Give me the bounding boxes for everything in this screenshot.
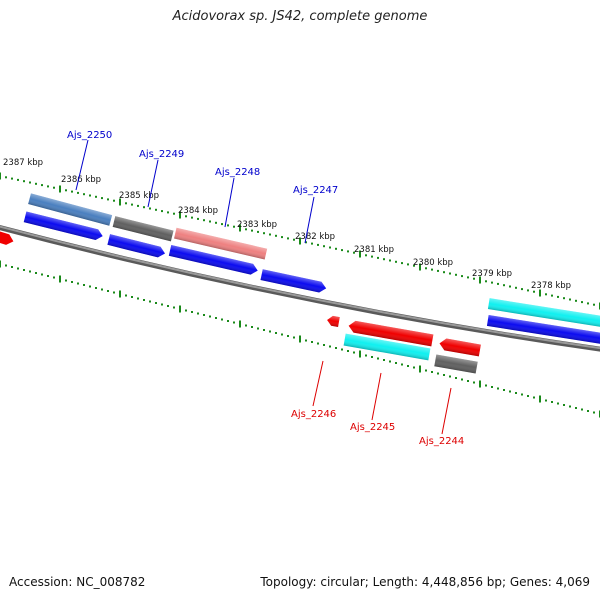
gene-ajs-2248[interactable] <box>174 227 268 260</box>
gene-arrow-forward[interactable] <box>486 315 600 345</box>
forward-gene-labels: Ajs_2250 Ajs_2249 Ajs_2248 Ajs_2247 <box>67 130 338 244</box>
outer-scale-ruler <box>0 172 600 310</box>
gene-ajs-2250[interactable] <box>28 193 113 226</box>
scale-label: 2380 kbp <box>413 258 453 268</box>
gene-label-ajs-2248: Ajs_2248 <box>215 167 260 178</box>
gene-ajs-2245[interactable] <box>343 333 431 361</box>
scale-labels: 2387 kbp 2386 kbp 2385 kbp 2384 kbp 2383… <box>3 158 571 291</box>
scale-label: 2384 kbp <box>178 206 218 216</box>
inner-scale-ruler <box>0 260 600 418</box>
gene-label-ajs-2249: Ajs_2249 <box>139 149 184 160</box>
genome-backbone <box>0 225 600 352</box>
gene-arrow-reverse[interactable] <box>348 320 434 347</box>
gene-arrow-reverse[interactable] <box>0 229 15 247</box>
scale-label: 2387 kbp <box>3 158 43 168</box>
gene-label-ajs-2244: Ajs_2244 <box>419 436 464 447</box>
gene-arrow-reverse[interactable] <box>438 337 481 357</box>
gene-label-ajs-2247: Ajs_2247 <box>293 185 338 196</box>
gene-arrow-forward[interactable] <box>23 211 104 241</box>
gene-arrow-forward[interactable] <box>168 245 259 276</box>
reverse-strand-genes <box>0 229 481 374</box>
genome-summary: Topology: circular; Length: 4,448,856 bp… <box>260 575 590 589</box>
gene-arrow-forward[interactable] <box>107 234 166 259</box>
gene-label-ajs-2246: Ajs_2246 <box>291 409 336 420</box>
gene-ajs-2249[interactable] <box>112 216 174 242</box>
scale-label: 2386 kbp <box>61 175 101 185</box>
scale-label: 2379 kbp <box>472 269 512 279</box>
genome-title: Acidovorax sp. JS42, complete genome <box>172 9 428 24</box>
forward-strand-genes <box>23 193 600 345</box>
gene-ajs-2247[interactable] <box>260 269 327 293</box>
scale-label: 2378 kbp <box>531 281 571 291</box>
gene-ajs-2244[interactable] <box>434 354 478 374</box>
gene-arrow-cyan[interactable] <box>487 298 600 328</box>
gene-ajs-2246[interactable] <box>326 315 340 327</box>
reverse-gene-labels: Ajs_2246 Ajs_2245 Ajs_2244 <box>291 360 464 447</box>
gene-label-ajs-2250: Ajs_2250 <box>67 130 112 141</box>
scale-label: 2382 kbp <box>295 232 335 242</box>
accession-label: Accession: NC_008782 <box>9 575 146 589</box>
gene-label-ajs-2245: Ajs_2245 <box>350 422 395 433</box>
scale-label: 2381 kbp <box>354 245 394 255</box>
scale-label: 2385 kbp <box>119 191 159 201</box>
scale-label: 2383 kbp <box>237 220 277 230</box>
